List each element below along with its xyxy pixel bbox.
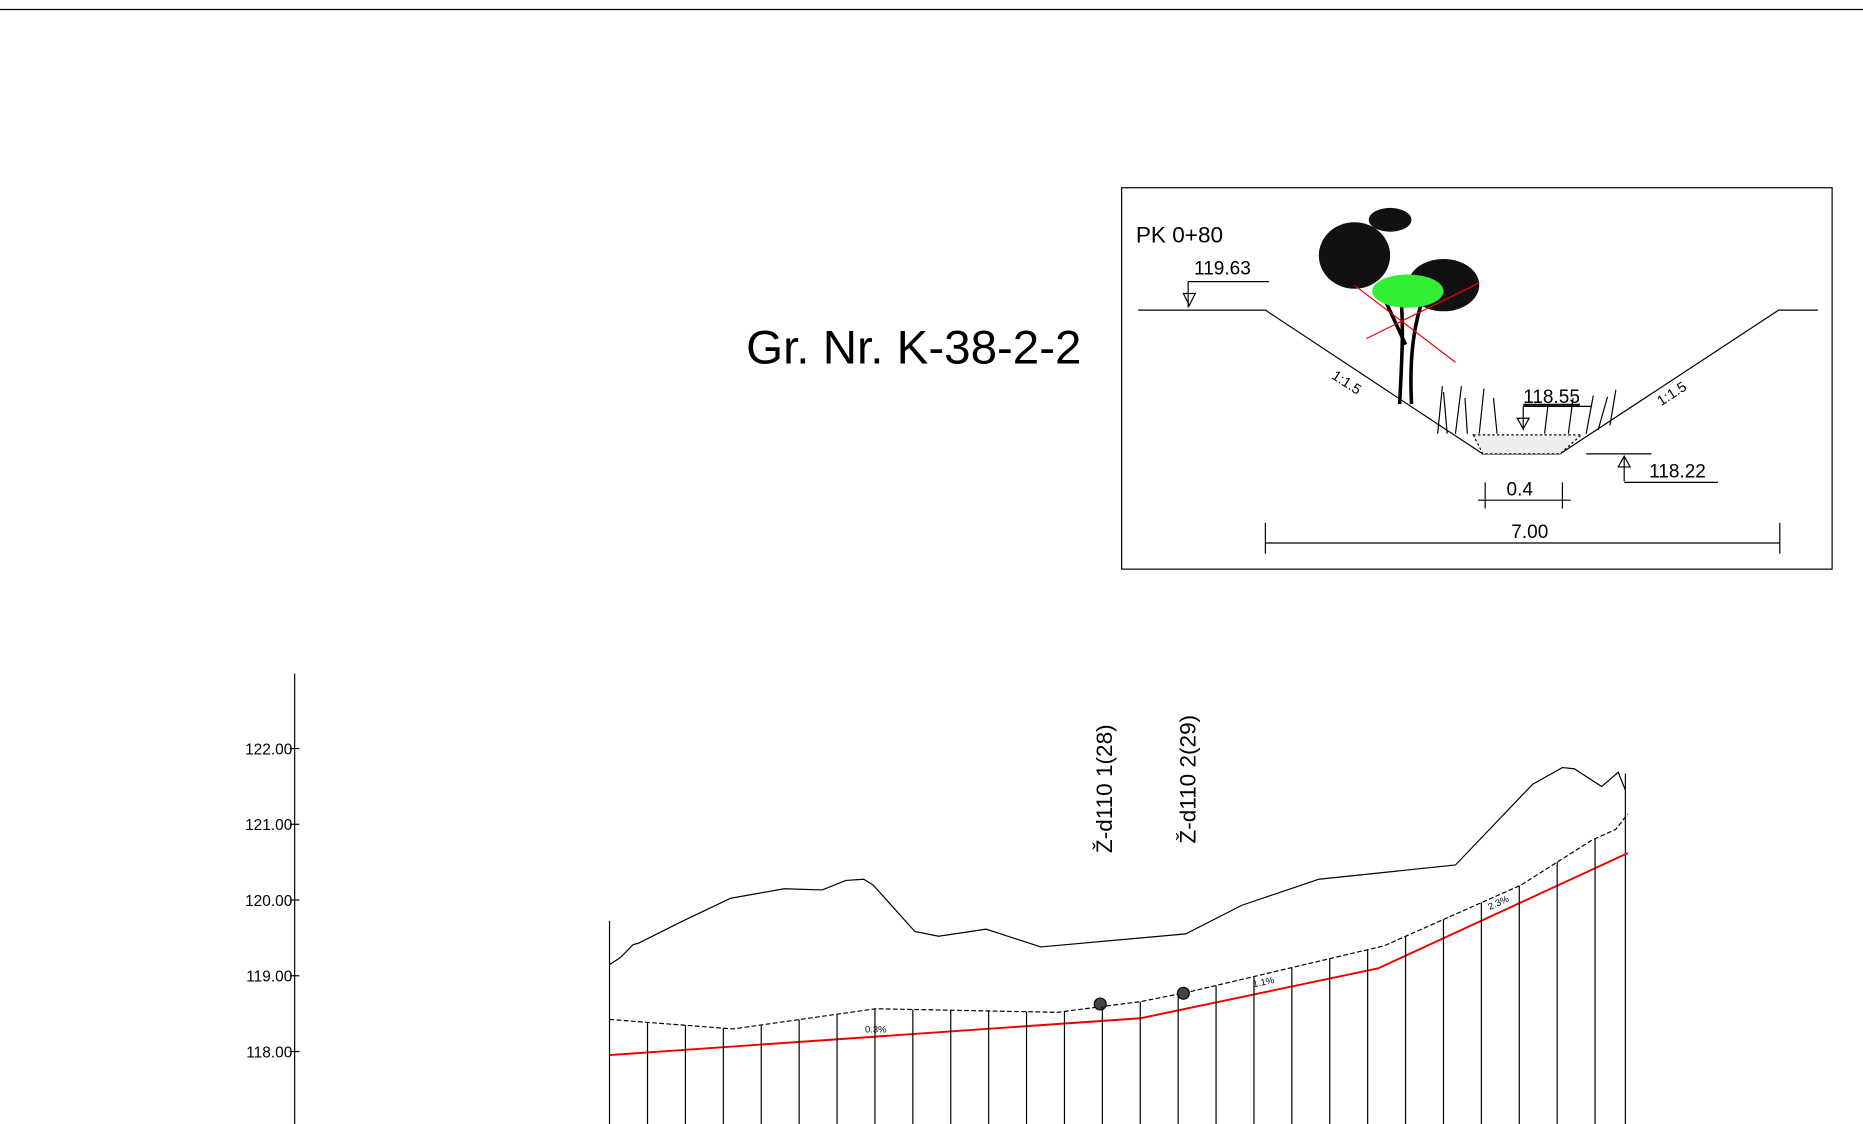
bottom-width: 0.4 — [1507, 479, 1534, 500]
existing-bottom — [609, 813, 1629, 1030]
axis-label: 118.00 — [246, 1044, 292, 1061]
bottom-level: 118.22 — [1649, 462, 1706, 483]
terrain-line — [609, 766, 1626, 966]
axis-label: 122.00 — [245, 741, 292, 758]
top-width: 7.00 — [1511, 522, 1548, 543]
pipe-label: Ž-d110 2(29) — [1175, 715, 1200, 844]
water — [1472, 434, 1583, 455]
tree — [1318, 207, 1480, 405]
axis-label: 121.00 — [245, 817, 292, 834]
axis-label: 119.00 — [246, 969, 292, 986]
grass — [1437, 386, 1617, 434]
cross-section: PK 0+80 119.63 118.55 118.22 0.4 7.00 1:… — [1121, 187, 1833, 570]
slope-label: 0.3% — [865, 1025, 887, 1036]
pipe-marker — [1176, 986, 1190, 1000]
station: PK 0+80 — [1136, 222, 1223, 247]
pipe-label: Ž-d110 1(28) — [1092, 724, 1117, 853]
top-level: 119.63 — [1194, 258, 1251, 279]
level-mark — [1182, 292, 1197, 307]
axis-label: 120.00 — [245, 893, 292, 910]
pipe-marker — [1093, 997, 1107, 1011]
level-mark — [1516, 417, 1531, 431]
slope-right: 1:1.5 — [1654, 379, 1689, 410]
water-level: 118.55 — [1523, 387, 1580, 408]
level-mark — [1617, 455, 1632, 468]
longitudinal-profile: Ž-d110 1(28) Ž-d110 2(29) 0.3% 1.1% 2.3%… — [245, 673, 1629, 1124]
ditch-profile — [1138, 309, 1818, 455]
section-frame — [1121, 187, 1833, 570]
slope-label: 1.1% — [1252, 975, 1276, 990]
sheet-title: Gr. Nr. K-38-2-2 — [746, 322, 1081, 375]
slope-label: 2.3% — [1487, 893, 1512, 912]
